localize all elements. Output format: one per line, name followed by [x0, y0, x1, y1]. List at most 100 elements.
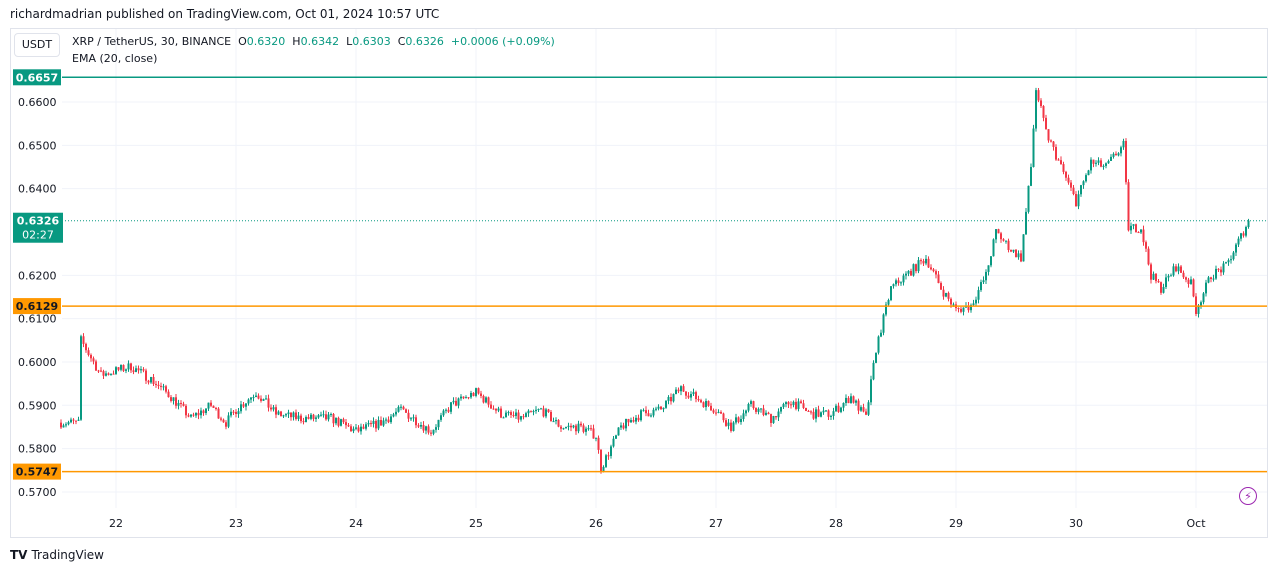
candle-body	[665, 400, 667, 408]
candle-body	[200, 410, 202, 416]
candle-body	[342, 419, 345, 423]
candle-body	[427, 426, 430, 433]
candle-body	[65, 424, 67, 426]
currency-button[interactable]: USDT	[14, 33, 60, 57]
candle-body	[485, 397, 487, 403]
candle-body	[1170, 275, 1172, 277]
candle-body	[440, 415, 442, 420]
candle-body	[862, 407, 865, 412]
candle-body	[825, 410, 827, 412]
candle-body	[1117, 153, 1120, 156]
y-tick-label: 0.6500	[18, 139, 57, 152]
candle-body	[110, 373, 112, 375]
candle-body	[1185, 277, 1187, 280]
candle-body	[920, 260, 922, 262]
candle-body	[502, 417, 505, 419]
candle-body	[897, 280, 900, 284]
candle-body	[602, 466, 605, 472]
candle-body	[105, 373, 107, 376]
candle-body	[1097, 160, 1100, 163]
price-label-box	[13, 463, 61, 480]
candle-body	[1055, 146, 1057, 160]
candle-body	[570, 425, 572, 428]
candle-body	[445, 409, 447, 411]
candle-body	[645, 410, 647, 414]
candle-body	[835, 405, 837, 412]
candle-body	[575, 425, 577, 432]
candle-body	[820, 412, 822, 417]
candle-body	[287, 412, 290, 415]
candle-body	[1077, 194, 1080, 207]
candle-body	[867, 402, 870, 415]
candle-body	[1087, 170, 1090, 176]
candle-body	[830, 415, 832, 417]
candle-body	[802, 403, 805, 408]
candle-body	[60, 422, 62, 428]
candle-body	[582, 425, 585, 432]
candle-body	[725, 420, 727, 426]
candle-body	[1057, 159, 1060, 161]
candle-body	[985, 271, 987, 281]
candle-body	[387, 419, 390, 423]
price-label-box	[13, 69, 61, 86]
candle-body	[607, 455, 610, 457]
candle-body	[1247, 220, 1250, 228]
candle-body	[712, 410, 715, 413]
symbol-name[interactable]: XRP / TetherUS, 30, BINANCE	[72, 35, 232, 48]
candle-body	[362, 426, 365, 429]
y-tick-label: 0.5900	[18, 399, 57, 412]
candle-body	[605, 455, 607, 467]
candle-body	[112, 373, 115, 375]
lightning-icon[interactable]: ⚡	[1239, 487, 1257, 505]
candle-body	[212, 405, 215, 408]
candle-body	[1052, 141, 1055, 147]
candle-body	[970, 305, 972, 311]
close-label: C	[397, 35, 406, 48]
candle-body	[207, 402, 210, 409]
candle-body	[747, 404, 750, 411]
candle-body	[527, 410, 530, 414]
chart-pane[interactable]	[10, 28, 1268, 538]
candle-body	[275, 407, 277, 415]
candle-body	[170, 397, 172, 401]
candle-body	[960, 308, 962, 312]
candle-body	[545, 409, 547, 417]
candle-body	[390, 416, 392, 423]
candle-body	[1020, 253, 1022, 262]
candle-body	[662, 407, 665, 410]
candle-body	[567, 425, 570, 427]
candle-body	[1115, 153, 1117, 156]
candle-body	[210, 402, 212, 406]
candle-body	[1100, 160, 1102, 167]
candle-body	[1245, 227, 1247, 236]
candle-body	[315, 417, 317, 419]
candle-body	[987, 265, 990, 272]
candle-body	[405, 409, 407, 413]
candle-body	[910, 270, 912, 276]
candle-body	[675, 389, 677, 395]
candle-body	[680, 386, 682, 392]
candle-body	[615, 435, 617, 439]
candle-body	[617, 427, 620, 436]
candle-body	[1022, 234, 1025, 262]
ema-indicator-label[interactable]: EMA (20, close)	[72, 52, 158, 65]
y-tick-label: 0.6000	[18, 356, 57, 369]
candle-body	[1160, 282, 1162, 293]
candle-body	[317, 415, 320, 418]
y-tick-label: 0.6200	[18, 269, 57, 282]
candle-body	[590, 428, 592, 430]
candle-body	[887, 300, 890, 305]
candle-body	[765, 412, 767, 415]
candle-body	[465, 397, 467, 399]
candle-body	[132, 370, 135, 372]
candle-body	[770, 414, 772, 423]
candle-body	[472, 392, 475, 396]
candle-body	[1105, 163, 1107, 166]
candle-body	[805, 407, 807, 411]
candle-body	[1195, 296, 1197, 314]
candle-body	[385, 419, 387, 421]
candle-body	[1060, 160, 1062, 165]
high-label: H	[292, 35, 301, 48]
candle-body	[192, 414, 195, 416]
